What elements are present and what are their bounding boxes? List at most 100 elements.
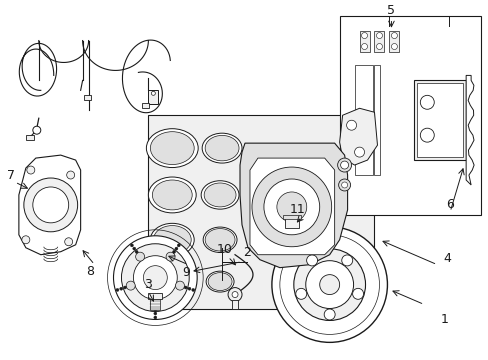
Circle shape — [232, 292, 238, 298]
Circle shape — [295, 288, 306, 299]
Circle shape — [276, 192, 306, 222]
Text: 4: 4 — [442, 252, 450, 265]
Circle shape — [27, 166, 35, 174]
Circle shape — [354, 147, 364, 157]
Circle shape — [66, 171, 75, 179]
Bar — [282, 215, 300, 219]
Ellipse shape — [203, 183, 236, 207]
Bar — [388, 31, 399, 53]
Ellipse shape — [293, 261, 315, 278]
Text: 2: 2 — [243, 246, 250, 259]
Ellipse shape — [205, 229, 235, 251]
Circle shape — [133, 256, 177, 300]
Circle shape — [324, 309, 334, 320]
Ellipse shape — [290, 258, 318, 281]
Ellipse shape — [208, 273, 232, 291]
Ellipse shape — [203, 227, 237, 252]
Circle shape — [64, 238, 73, 246]
Circle shape — [191, 288, 194, 292]
Polygon shape — [339, 108, 377, 165]
Circle shape — [154, 308, 157, 311]
Text: 10: 10 — [217, 243, 233, 256]
Bar — [374, 66, 380, 175]
Circle shape — [390, 44, 397, 50]
Polygon shape — [465, 75, 473, 185]
Circle shape — [319, 275, 339, 294]
Ellipse shape — [201, 181, 239, 209]
Ellipse shape — [316, 244, 342, 265]
Circle shape — [123, 286, 126, 289]
Text: 5: 5 — [386, 4, 395, 17]
Circle shape — [175, 247, 178, 250]
Ellipse shape — [292, 288, 316, 307]
Ellipse shape — [160, 270, 190, 293]
Circle shape — [22, 236, 30, 244]
Text: 7: 7 — [7, 168, 15, 181]
Text: 9: 9 — [182, 266, 190, 279]
Circle shape — [120, 287, 122, 290]
Bar — [26, 135, 34, 140]
Circle shape — [151, 299, 160, 308]
Ellipse shape — [150, 132, 194, 165]
Circle shape — [143, 266, 167, 289]
Circle shape — [166, 252, 175, 261]
Bar — [354, 66, 372, 175]
Circle shape — [121, 244, 189, 311]
Ellipse shape — [320, 274, 338, 289]
Ellipse shape — [294, 289, 314, 306]
Ellipse shape — [206, 271, 234, 292]
Circle shape — [264, 179, 319, 235]
Bar — [339, 15, 480, 215]
Ellipse shape — [148, 177, 196, 213]
Circle shape — [420, 128, 433, 142]
Circle shape — [24, 178, 78, 232]
Circle shape — [306, 255, 317, 266]
Circle shape — [133, 247, 136, 250]
Circle shape — [341, 255, 352, 266]
Circle shape — [420, 95, 433, 109]
Circle shape — [116, 288, 119, 292]
Ellipse shape — [152, 180, 192, 210]
Bar — [285, 218, 298, 228]
Circle shape — [341, 182, 347, 188]
Circle shape — [130, 244, 133, 247]
Circle shape — [337, 158, 351, 172]
Circle shape — [33, 126, 41, 134]
Circle shape — [126, 281, 135, 290]
Circle shape — [390, 32, 397, 39]
Text: 11: 11 — [289, 203, 305, 216]
Text: 3: 3 — [144, 278, 152, 291]
Circle shape — [184, 286, 187, 289]
Circle shape — [177, 244, 180, 247]
Circle shape — [135, 250, 138, 253]
Circle shape — [251, 167, 331, 247]
Circle shape — [135, 252, 144, 261]
Circle shape — [293, 249, 365, 320]
Circle shape — [346, 120, 356, 130]
Ellipse shape — [319, 247, 339, 263]
Text: 6: 6 — [446, 198, 453, 211]
Polygon shape — [19, 155, 81, 255]
Ellipse shape — [146, 129, 198, 167]
Text: 8: 8 — [86, 265, 94, 278]
Circle shape — [338, 179, 350, 191]
Ellipse shape — [153, 226, 191, 254]
Text: 1: 1 — [439, 313, 447, 326]
Ellipse shape — [318, 273, 340, 291]
Circle shape — [154, 312, 157, 315]
Ellipse shape — [291, 229, 317, 250]
Bar — [232, 300, 238, 310]
Circle shape — [227, 288, 242, 302]
Circle shape — [340, 161, 348, 169]
Ellipse shape — [205, 135, 239, 161]
Circle shape — [376, 44, 382, 50]
Bar — [359, 31, 369, 53]
Circle shape — [33, 187, 68, 223]
Bar — [142, 103, 149, 108]
Circle shape — [376, 32, 382, 39]
Circle shape — [187, 287, 190, 290]
Circle shape — [113, 236, 197, 319]
Bar — [148, 90, 158, 104]
Polygon shape — [148, 115, 374, 310]
Polygon shape — [249, 158, 334, 255]
